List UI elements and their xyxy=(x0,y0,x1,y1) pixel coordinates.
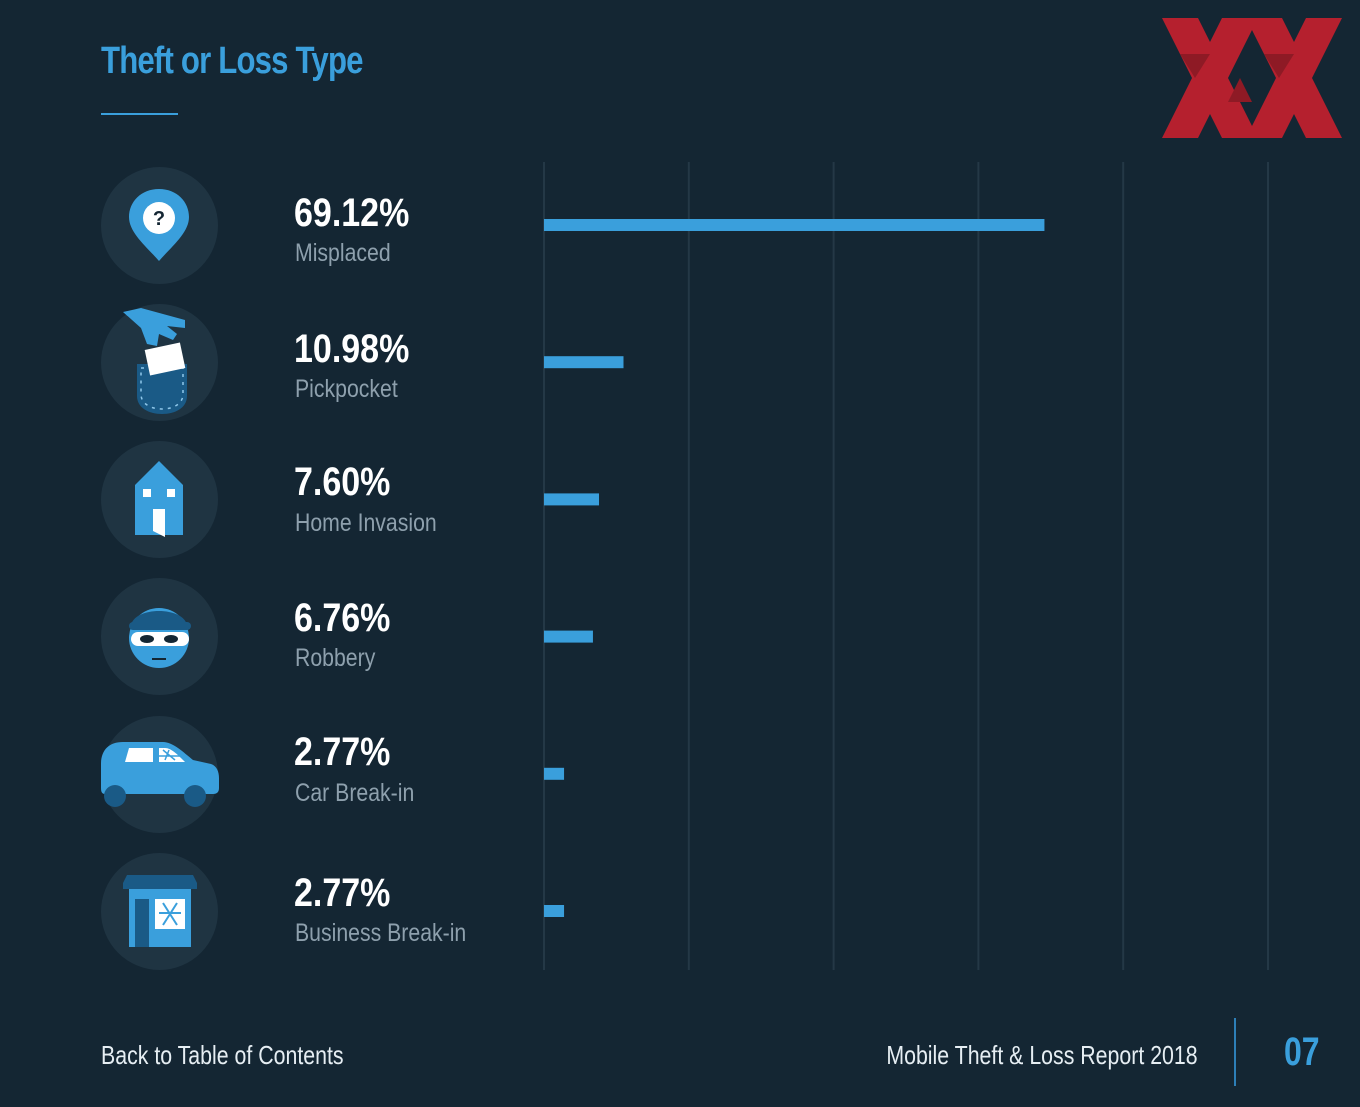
bar-robbery xyxy=(544,630,593,643)
location-pin-question-icon: ? xyxy=(101,167,218,284)
svg-text:?: ? xyxy=(153,208,165,230)
house-icon xyxy=(101,441,218,558)
page-title: Theft or Loss Type xyxy=(101,40,363,82)
value-label: 2.77% xyxy=(294,871,391,915)
value-label: 2.77% xyxy=(294,730,391,774)
category-label: Misplaced xyxy=(295,239,391,267)
category-label: Business Break-in xyxy=(295,919,467,947)
category-label: Car Break-in xyxy=(295,779,415,807)
bar-home-invasion xyxy=(544,493,600,506)
category-label: Pickpocket xyxy=(295,375,398,403)
category-label: Home Invasion xyxy=(295,509,437,537)
footer-divider xyxy=(1234,1018,1236,1086)
bar-pickpocket xyxy=(544,356,624,369)
bar-business-break-in xyxy=(544,905,565,917)
back-to-contents-link[interactable]: Back to Table of Contents xyxy=(101,1040,344,1070)
report-title: Mobile Theft & Loss Report 2018 xyxy=(886,1040,1198,1070)
brand-logo-icon xyxy=(1160,14,1346,142)
pickpocket-hand-icon xyxy=(101,304,218,421)
category-label: Robbery xyxy=(295,644,376,672)
car-icon xyxy=(101,716,219,833)
value-label: 10.98% xyxy=(294,327,410,371)
value-label: 69.12% xyxy=(294,191,410,235)
storefront-icon xyxy=(101,853,218,970)
value-label: 6.76% xyxy=(294,596,391,640)
value-label: 7.60% xyxy=(294,460,391,504)
bar-misplaced xyxy=(544,219,1045,231)
page-number: 07 xyxy=(1284,1030,1320,1074)
masked-robber-icon xyxy=(101,578,218,695)
title-underline xyxy=(101,113,178,115)
bar-car-break-in xyxy=(544,767,565,780)
